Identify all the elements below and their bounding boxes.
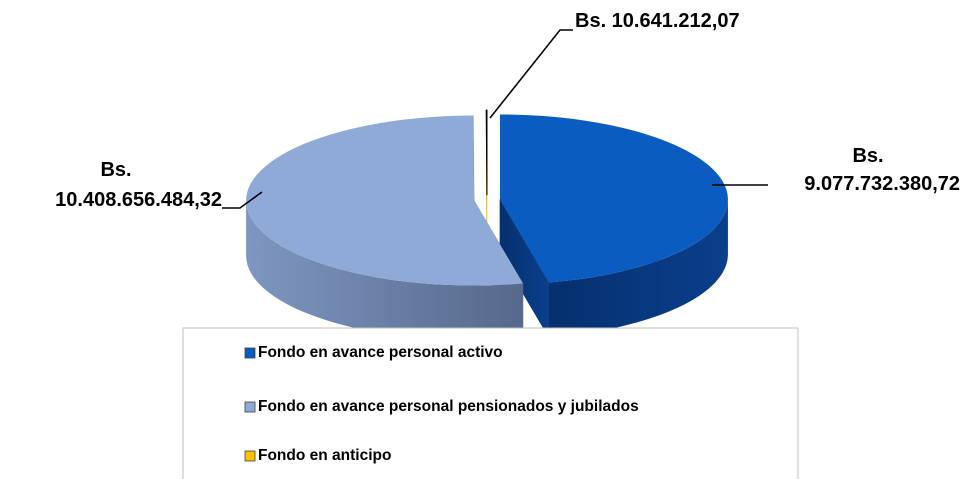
slice (246, 115, 523, 286)
legend-box (182, 327, 799, 479)
data-label: Bs. 10.641.212,07 (575, 10, 740, 32)
legend-label: Fondo en anticipo (258, 447, 391, 464)
data-label: Bs. 9.077.732.380,72 (804, 145, 960, 195)
data-label: Bs. 10.408.656.484,32 (55, 159, 222, 211)
slice-side (246, 200, 523, 341)
slice (499, 114, 728, 283)
legend-label: Fondo en avance personal pensionados y j… (258, 398, 639, 415)
legend-label: Fondo en avance personal activo (258, 344, 503, 361)
legend-swatch (244, 450, 256, 462)
slice (485, 109, 488, 196)
legend-swatch (244, 401, 256, 413)
legend: Fondo en avance personal activo Fondo en … (244, 344, 639, 464)
leader-line (489, 29, 573, 119)
leader-line (222, 191, 263, 209)
slice-side (548, 199, 728, 338)
legend-swatch (244, 347, 256, 359)
pie (246, 109, 728, 341)
data-labels: Bs. 9.077.732.380,72 Bs. 10.408.656.484,32 B… (55, 10, 960, 211)
